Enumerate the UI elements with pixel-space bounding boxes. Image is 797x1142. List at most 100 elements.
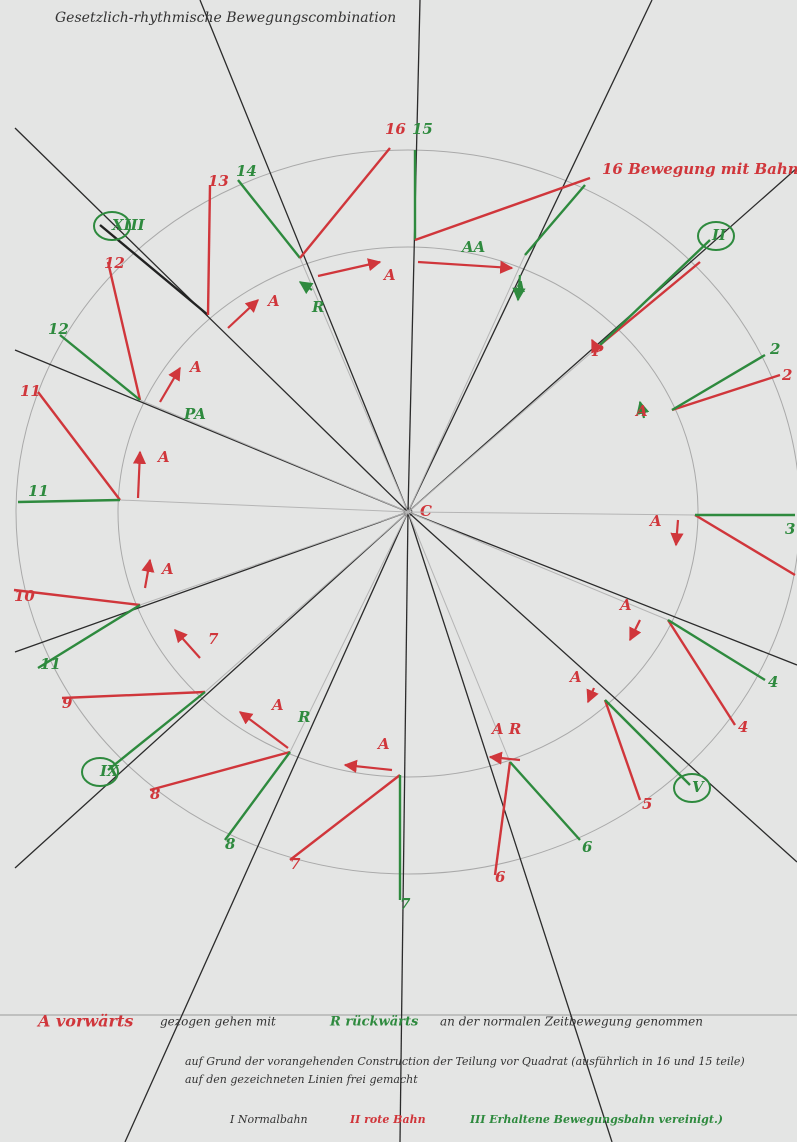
label: 9: [62, 694, 73, 712]
guide-line: [205, 512, 408, 692]
label: 4: [738, 718, 748, 736]
label: A: [266, 292, 280, 310]
label: P: [591, 342, 604, 360]
label: 15: [412, 120, 433, 138]
label: A: [156, 448, 170, 466]
legend-text: II rote Bahn: [349, 1113, 426, 1126]
radial-line: [408, 512, 797, 665]
arrow: [228, 300, 258, 328]
guide-line: [120, 500, 408, 512]
stroke: [600, 262, 700, 345]
label: A: [568, 668, 582, 686]
page: Gesetzlich-rhythmische Bewegungscombinat…: [0, 0, 797, 1142]
label: A: [382, 266, 396, 284]
label: 7: [400, 895, 411, 913]
legend-text: an der normalen Zeitbewegung genommen: [440, 1015, 703, 1029]
legend-text: III Erhaltene Bewegungsbahn vereinigt.): [469, 1113, 723, 1126]
label: 2: [781, 366, 792, 384]
legend-text: auf den gezeichneten Linien frei gemacht: [185, 1073, 418, 1086]
label: 8: [150, 785, 161, 803]
label: 7: [290, 855, 301, 873]
label: A: [188, 358, 202, 376]
legend-text: I Normalbahn: [229, 1113, 308, 1126]
radial-line: [408, 168, 797, 512]
radial-line: [400, 512, 408, 1142]
arrow: [418, 262, 512, 268]
label: 11: [20, 382, 41, 400]
stroke: [600, 240, 710, 345]
label: 4: [768, 673, 778, 691]
legend-text: auf Grund der vorangehenden Construction…: [185, 1055, 745, 1068]
label: 5: [642, 795, 652, 813]
label: 8: [225, 835, 236, 853]
stroke: [605, 700, 690, 785]
label: 16: [385, 120, 406, 138]
label: 10: [14, 587, 35, 605]
label: A: [648, 512, 662, 530]
stroke: [208, 185, 210, 315]
label: 11: [28, 482, 49, 500]
arrow: [138, 452, 140, 498]
stroke: [668, 620, 735, 725]
stroke: [38, 392, 120, 500]
radial-line: [408, 0, 420, 512]
guide-line: [408, 255, 525, 512]
stroke: [525, 185, 585, 255]
stroke: [290, 775, 400, 860]
label: A: [270, 696, 284, 714]
label: A R: [490, 720, 521, 738]
label: 11: [40, 655, 61, 673]
label: PA: [183, 405, 206, 423]
label: 13: [208, 172, 229, 190]
guide-line: [140, 512, 408, 605]
label: A: [634, 402, 648, 420]
label: 12: [48, 320, 69, 338]
stroke: [605, 700, 640, 800]
label: A: [160, 560, 174, 578]
stroke: [668, 620, 765, 680]
arrow: [160, 368, 180, 402]
label: 12: [104, 254, 125, 272]
label: A: [618, 596, 632, 614]
label: 14: [236, 162, 257, 180]
legend-text: A vorwärts: [36, 1012, 133, 1031]
legend-text: gezogen gehen mit: [160, 1015, 276, 1029]
arrow: [318, 262, 380, 276]
label: V: [692, 778, 705, 796]
label: R: [297, 708, 310, 726]
guide-line: [408, 345, 600, 512]
arrow: [676, 520, 678, 545]
label: II: [711, 226, 727, 244]
stroke: [108, 692, 205, 770]
radial-line: [408, 512, 797, 862]
label: 3: [785, 520, 795, 538]
stroke: [695, 515, 795, 575]
label: A: [376, 735, 390, 753]
stroke: [510, 762, 580, 840]
stroke: [238, 180, 300, 258]
radial-line: [125, 512, 408, 1142]
radial-line: [200, 0, 408, 512]
stroke: [150, 752, 290, 790]
label: R: [311, 298, 324, 316]
label: A: [512, 278, 526, 296]
label: AA: [460, 238, 485, 256]
stroke: [672, 375, 780, 410]
label: 6: [582, 838, 593, 856]
diagram: Gesetzlich-rhythmische Bewegungscombinat…: [0, 0, 797, 1142]
stroke: [300, 148, 390, 258]
arrow: [490, 757, 520, 760]
arrow: [345, 765, 392, 770]
legend-text: R rückwärts: [329, 1015, 419, 1030]
label: 2: [769, 340, 780, 358]
radial-line: [408, 512, 612, 1142]
stroke: [672, 355, 765, 410]
title: Gesetzlich-rhythmische Bewegungscombinat…: [55, 10, 396, 26]
stroke: [62, 692, 205, 698]
radial-line: [408, 0, 652, 512]
arrow: [630, 620, 640, 640]
label: 6: [495, 868, 506, 886]
stroke: [18, 500, 120, 502]
arrow: [145, 560, 150, 588]
label: 16 Bewegung mit Bahnwege: [602, 160, 797, 178]
